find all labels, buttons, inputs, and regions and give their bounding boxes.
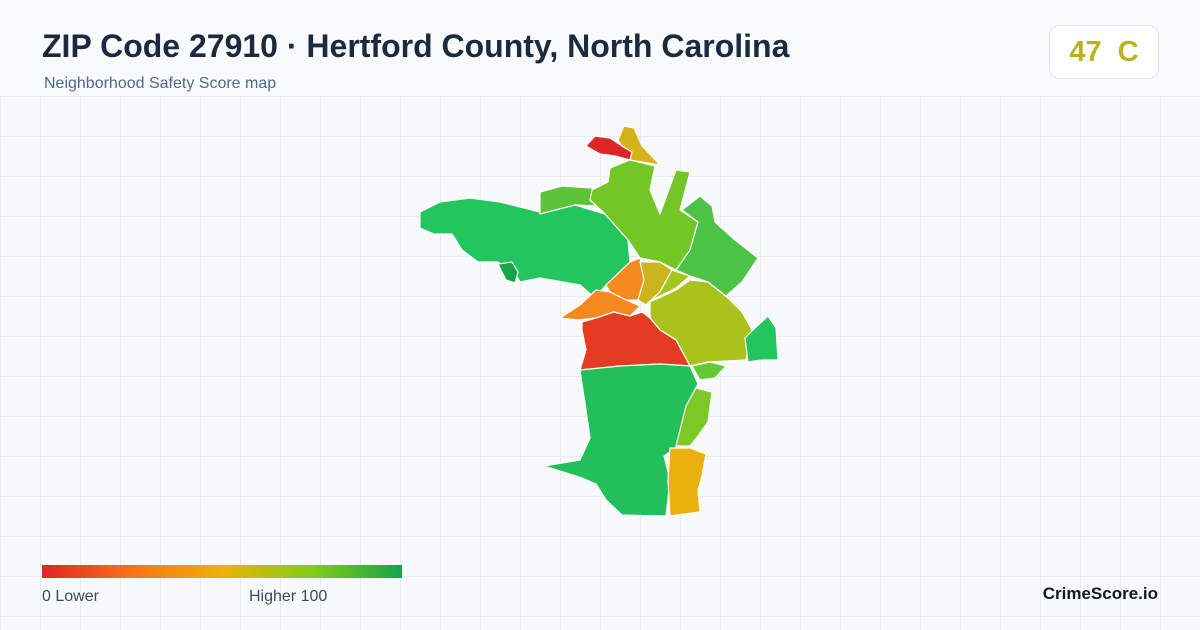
page-subtitle: Neighborhood Safety Score map xyxy=(44,75,277,92)
map-region-north-central[interactable] xyxy=(589,159,699,271)
safety-score-value: 47 xyxy=(1069,35,1102,68)
map-region-southeast-green[interactable] xyxy=(675,387,713,447)
map-region-center-red[interactable] xyxy=(579,311,691,371)
map-region-southeast-orange[interactable] xyxy=(667,447,707,517)
legend-low-label: 0 Lower xyxy=(42,588,99,605)
header-band xyxy=(0,0,1200,96)
map-region-north-tip-yellow[interactable] xyxy=(617,125,661,166)
safety-score-grade: C xyxy=(1117,35,1139,68)
map-region-northwest-pocket[interactable] xyxy=(497,261,519,284)
map-region-northeast[interactable] xyxy=(675,195,759,297)
safety-score-badge: 47 C xyxy=(1049,25,1159,79)
map-region-south-large[interactable] xyxy=(543,363,699,517)
map-region-northwest-large[interactable] xyxy=(419,197,631,299)
map-region-east-edge[interactable] xyxy=(744,315,779,363)
legend-high-label: Higher 100 xyxy=(249,588,328,605)
brand-logo-text: CrimeScore.io xyxy=(1042,584,1158,603)
map-region-center-yellow-green[interactable] xyxy=(645,269,691,306)
map-region-east-strip[interactable] xyxy=(691,361,727,381)
legend-gradient-bar xyxy=(42,565,402,578)
page-title: ZIP Code 27910 · Hertford County, North … xyxy=(42,28,790,64)
